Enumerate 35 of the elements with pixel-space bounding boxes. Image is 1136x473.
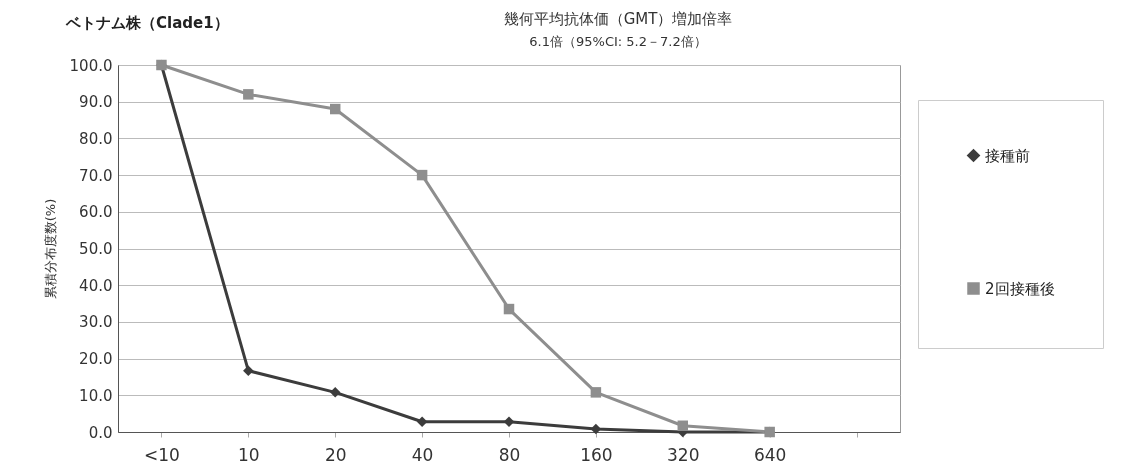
point xyxy=(590,387,602,398)
point xyxy=(329,387,341,398)
x-tick-label: 320 xyxy=(667,444,700,465)
point xyxy=(503,416,515,427)
point xyxy=(329,103,341,115)
chart-title: ベトナム株（Clade1） xyxy=(65,14,229,32)
x-tick-label: 20 xyxy=(324,444,347,465)
x-tick-label: <10 xyxy=(144,444,180,465)
legend-label: 2回接種後 xyxy=(985,279,1055,298)
x-tick-label: 80 xyxy=(498,444,521,465)
point xyxy=(416,169,428,181)
y-tick-label: 40.0 xyxy=(79,276,113,295)
y-tick-label: 100.0 xyxy=(69,56,113,75)
point xyxy=(416,416,428,427)
x-tick-label: 160 xyxy=(580,444,613,465)
y-tick-label: 60.0 xyxy=(79,203,113,222)
y-tick-label: 70.0 xyxy=(79,166,113,185)
x-tick-label: 10 xyxy=(238,444,260,465)
point xyxy=(243,365,254,376)
x-tick-label: 640 xyxy=(753,444,787,465)
point xyxy=(243,89,254,100)
y-tick-label: 20.0 xyxy=(79,350,113,369)
y-tick-label: 10.0 xyxy=(79,386,113,405)
y-tick-label: 80.0 xyxy=(79,129,113,148)
text: 幾何平均抗体価（GMT）増加倍率 xyxy=(503,10,733,28)
y-tick-label: 50.0 xyxy=(79,240,113,258)
legend-label: 接種前 xyxy=(985,146,1030,165)
x-tick-label: 40 xyxy=(411,444,434,465)
y-tick-label: 90.0 xyxy=(79,93,113,112)
y-axis-title: 累積分布度数(%) xyxy=(42,198,58,300)
point xyxy=(503,303,515,315)
y-tick-label: 30.0 xyxy=(79,313,113,332)
text: 6.1倍（95%CI: 5.2－7.2倍） xyxy=(529,34,707,49)
y-tick-label: 0.0 xyxy=(88,423,113,442)
point xyxy=(677,420,689,431)
